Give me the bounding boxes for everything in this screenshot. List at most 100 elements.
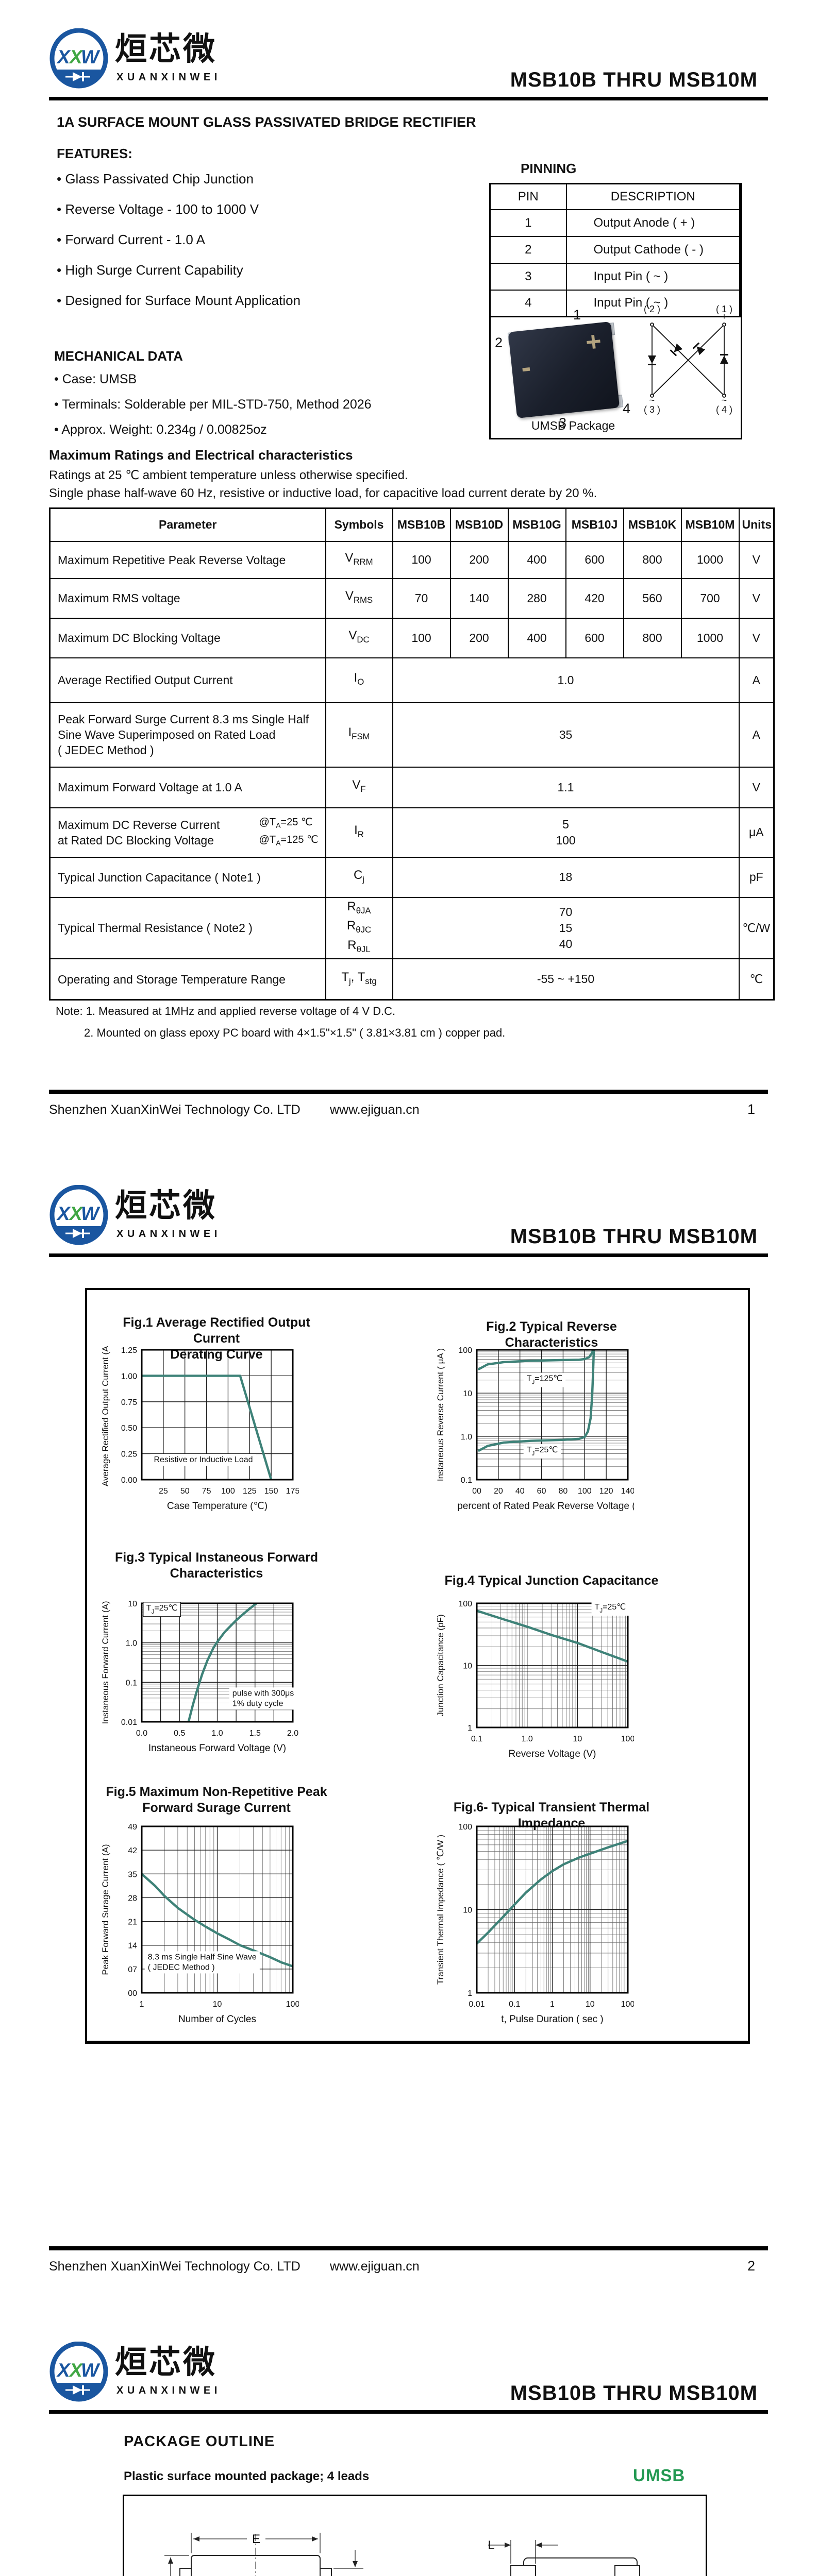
svg-text:175: 175 (286, 1487, 299, 1496)
ratings-title: Maximum Ratings and Electrical character… (49, 447, 353, 463)
page-headline: 1A SURFACE MOUNT GLASS PASSIVATED BRIDGE… (57, 114, 476, 130)
svg-text:Instaneous Reverse Current ( μ: Instaneous Reverse Current ( μA ) (436, 1348, 445, 1481)
svg-text:TJ=25℃: TJ=25℃ (146, 1604, 178, 1615)
svg-text:1.0: 1.0 (211, 1729, 223, 1738)
svg-text:X: X (69, 46, 84, 67)
list-item: Designed for Surface Mount Application (57, 285, 301, 316)
svg-text:TJ=25℃: TJ=25℃ (595, 1603, 626, 1614)
svg-text:X: X (56, 1203, 71, 1224)
figures-box (85, 1288, 750, 2044)
features-title: FEATURES: (57, 146, 132, 161)
svg-text:0.01: 0.01 (469, 2000, 485, 2009)
ratings-row: Maximum Forward Voltage at 1.0 A VF 1.1 V (49, 766, 775, 808)
page-3: X X W 烜芯微 XUANXINWEI MSB10B THRU MSB10M … (0, 2313, 818, 2576)
svg-text:8.3 ms Single Half Sine Wave(: 8.3 ms Single Half Sine Wave( JEDEC Meth… (148, 1953, 257, 1972)
pin-number: 3 (489, 262, 567, 291)
svg-text:10: 10 (213, 2000, 222, 2009)
features-list: Glass Passivated Chip JunctionReverse Vo… (57, 164, 301, 316)
svg-text:1.5: 1.5 (249, 1729, 261, 1738)
footer-website: www.ejiguan.cn (330, 1103, 420, 1117)
svg-text:150: 150 (264, 1487, 278, 1496)
value-cell: 400 (507, 540, 566, 579)
symbol-cell: Cj (325, 856, 393, 898)
svg-text:75: 75 (202, 1487, 211, 1496)
footer-company: Shenzhen XuanXinWei Technology Co. LTD (49, 2259, 301, 2274)
svg-text:Average Rectified Output Curre: Average Rectified Output Current (A) (101, 1346, 110, 1486)
package-caption: UMSB Package (531, 419, 615, 432)
value-cell: 800 (623, 617, 682, 658)
note-2: 2. Mounted on glass epoxy PC board with … (84, 1026, 506, 1039)
unit-cell: A (738, 657, 775, 703)
photo-pin-label-1: 1 (573, 307, 581, 323)
fig6-title: Fig.6- Typical Transient Thermal Impedan… (453, 1800, 650, 1831)
svg-text:Instaneous Forward Voltage (V): Instaneous Forward Voltage (V) (148, 1743, 286, 1754)
value-cell: 35 (392, 702, 740, 768)
svg-text:Transient Thermal Impedance (: Transient Thermal Impedance ( ℃/W ) (436, 1835, 445, 1985)
ratings-header-row: Parameter Symbols MSB10B MSB10D MSB10G MSB10J… (49, 507, 775, 542)
company-logo: X X W 烜芯微 XUANXINWEI (49, 1184, 291, 1255)
outline-box: E D b (123, 2495, 707, 2576)
unit-cell: μA (738, 807, 775, 858)
package-outline-title: PACKAGE OUTLINE (124, 2433, 275, 2450)
svg-text:100: 100 (578, 1487, 592, 1496)
svg-text:40: 40 (515, 1487, 525, 1496)
value-cell: 200 (449, 540, 509, 579)
brand-name-cn: 烜芯微 (115, 2345, 218, 2380)
outline-side-view: L e (488, 2538, 640, 2576)
ratings-row: Maximum Repetitive Peak Reverse Voltage V… (49, 540, 775, 579)
note-1: Note: 1. Measured at 1MHz and applied re… (56, 1005, 396, 1018)
value-cell: -55 ~ +150 (392, 958, 740, 1001)
page-number: 2 (747, 2258, 756, 2274)
logo-mark-icon: X X W (49, 28, 108, 89)
svg-text:E: E (252, 2532, 260, 2546)
svg-text:1: 1 (550, 2000, 555, 2009)
symbol-cell: IFSM (325, 702, 393, 768)
pinning-row: 1 Output Anode ( + ) (489, 209, 741, 237)
pin-description: Input Pin ( ~ ) (565, 262, 741, 291)
page-1: X X W 烜芯微 XUANXINWEI MSB10B THRU MSB10M … (0, 0, 818, 1157)
pin-number: 2 (489, 235, 567, 264)
symbol-cell: VDC (325, 617, 393, 658)
ratings-row: Maximum DC Blocking Voltage VDC 100 200 400 6… (49, 617, 775, 658)
svg-text:125: 125 (243, 1487, 257, 1496)
outline-top-view: E D b (164, 2532, 370, 2576)
ratings-subtitle-1: Ratings at 25 ℃ ambient temperature unle… (49, 468, 408, 482)
ratings-row: Maximum RMS voltage VRMS 70 140 280 420 560 700… (49, 578, 775, 619)
mechanical-data-title: MECHANICAL DATA (54, 348, 183, 364)
svg-text:10: 10 (128, 1600, 137, 1608)
mechanical-data-list: Case: UMSBTerminals: Solderable per MIL-… (54, 367, 371, 443)
svg-text:100: 100 (458, 1346, 472, 1355)
svg-text:1.0: 1.0 (126, 1639, 137, 1648)
svg-text:0.01: 0.01 (121, 1718, 137, 1727)
part-number-title: MSB10B THRU MSB10M (510, 1225, 758, 1248)
svg-text:25: 25 (159, 1487, 168, 1496)
value-cell: 1.1 (392, 766, 740, 808)
svg-text:0.5: 0.5 (174, 1729, 185, 1738)
pinning-box: PIN DESCRIPTION 1 Output Anode ( + ) 2 Output… (489, 183, 742, 439)
page-2: X X W 烜芯微 XUANXINWEI MSB10B THRU MSB10M … (0, 1157, 818, 2313)
svg-text:60: 60 (537, 1487, 546, 1496)
pin-description: Output Cathode ( - ) (565, 235, 741, 264)
value-cell: 280 (507, 578, 566, 619)
ratings-header-cell: MSB10J (565, 507, 624, 542)
symbol-cell: VRMS (325, 578, 393, 619)
company-logo: X X W 烜芯微 XUANXINWEI (49, 28, 291, 98)
pin-number: 4 (489, 289, 567, 317)
parameter-cell: Typical Thermal Resistance ( Note2 ) (49, 896, 326, 959)
pin-description: Output Anode ( + ) (565, 209, 741, 237)
svg-text:( 3 ): ( 3 ) (644, 404, 660, 415)
list-item: Forward Current - 1.0 A (57, 225, 301, 255)
part-number-title: MSB10B THRU MSB10M (510, 69, 758, 91)
svg-text:20: 20 (494, 1487, 503, 1496)
value-cell: 600 (565, 540, 624, 579)
fig3-title: Fig.3 Typical Instaneous Forward Charact… (114, 1550, 319, 1581)
package-name: UMSB (633, 2466, 686, 2485)
ratings-header-cell: MSB10G (507, 507, 566, 542)
pinning-header-cell: DESCRIPTION (565, 183, 741, 210)
svg-text:35: 35 (128, 1870, 137, 1879)
parameter-cell: Maximum Repetitive Peak Reverse Voltage (49, 540, 326, 579)
svg-text:TJ=25℃: TJ=25℃ (527, 1446, 558, 1457)
value-cell: 200 (449, 617, 509, 658)
brand-name-cn: 烜芯微 (115, 1188, 218, 1224)
